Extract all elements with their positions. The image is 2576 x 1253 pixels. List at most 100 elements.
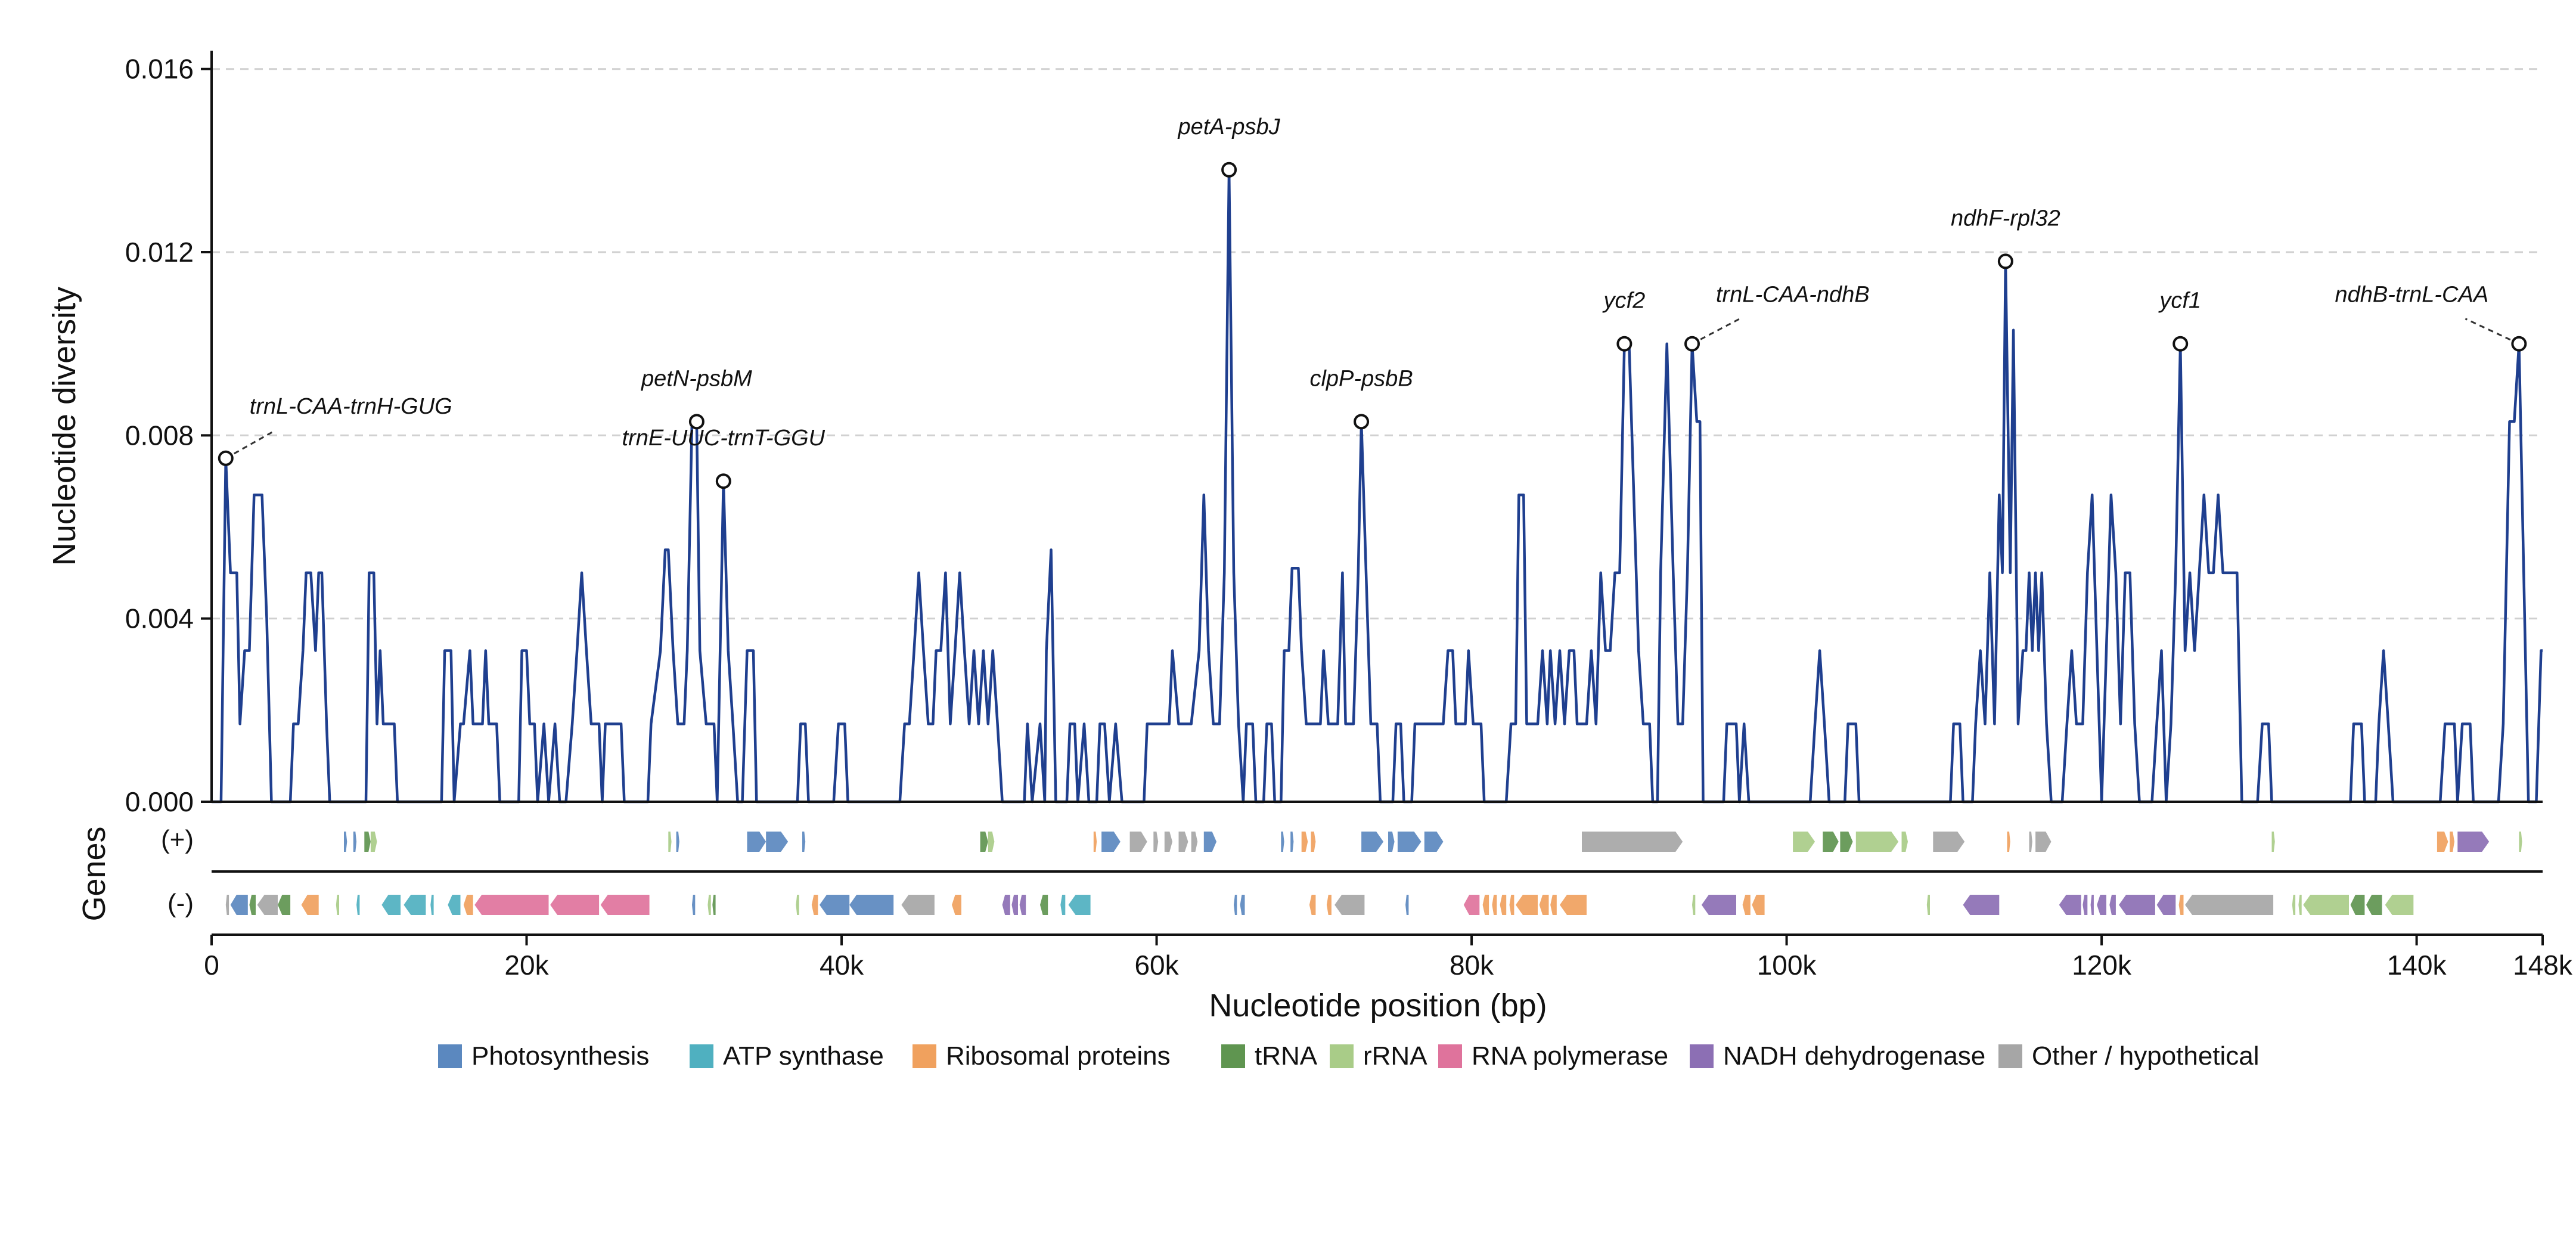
gene-block-minus — [430, 895, 434, 915]
gene-block-minus — [2366, 895, 2382, 915]
peak-marker — [218, 450, 234, 466]
gene-block-plus — [1093, 832, 1097, 852]
legend-swatch — [438, 1044, 462, 1068]
gene-block-plus — [1397, 832, 1422, 852]
gene-block-minus — [1002, 895, 1010, 915]
gene-block-plus — [1164, 832, 1172, 852]
peak-annotations: trnL-CAA-trnH-GUG petN-psbM trnE-UUC-trnT-… — [218, 114, 2527, 489]
gene-block-plus — [980, 832, 988, 852]
peak-label: ycf1 — [2158, 289, 2201, 314]
peak-marker — [1997, 253, 2013, 269]
legend-label: Ribosomal proteins — [946, 1041, 1171, 1071]
gene-block-plus — [1388, 832, 1395, 852]
gene-block-minus — [1405, 895, 1409, 915]
gene-block-minus — [1692, 895, 1696, 915]
gene-block-plus — [1203, 832, 1216, 852]
gene-block-plus — [2029, 832, 2032, 852]
gene-block-plus — [1191, 832, 1198, 852]
gene-block-minus — [2119, 895, 2155, 915]
gene-block-minus — [2292, 895, 2296, 915]
legend-swatch — [1998, 1044, 2022, 1068]
gene-block-minus — [707, 895, 711, 915]
gene-block-plus — [1855, 832, 1899, 852]
legend-swatch — [1438, 1044, 1462, 1068]
y-tick-label: 0.004 — [125, 603, 194, 634]
gene-block-minus — [1509, 895, 1514, 915]
gene-block-minus — [448, 895, 461, 915]
gene-block-plus — [370, 832, 377, 852]
gene-block-plus — [353, 832, 357, 852]
gene-block-minus — [600, 895, 650, 915]
legend-label: Other / hypothetical — [2032, 1041, 2260, 1071]
gene-block-plus — [2519, 832, 2522, 852]
legend-label: NADH dehydrogenase — [1723, 1041, 1985, 1071]
gene-block-minus — [1326, 895, 1332, 915]
legend-swatch — [1221, 1044, 1245, 1068]
x-axis-title: Nucleotide position (bp) — [1209, 988, 1547, 1024]
axis-ticks: 0.000 0.004 0.008 0.012 0.016 0 20k 40k 60k 80k 10… — [125, 54, 2573, 981]
gene-block-minus — [952, 895, 961, 915]
gene-block-plus — [1311, 832, 1316, 852]
gene-block-plus — [2007, 832, 2010, 852]
gene-block-minus — [712, 895, 716, 915]
x-tick-label: 0 — [204, 950, 219, 981]
peak-leader-line — [1692, 318, 1740, 345]
gene-block-minus — [692, 895, 696, 915]
axes — [210, 51, 2543, 936]
legend-swatch — [1690, 1044, 1714, 1068]
legend-label: Photosynthesis — [471, 1041, 649, 1071]
gene-block-plus — [1582, 832, 1683, 852]
peak-label: ndhF-rpl32 — [1951, 206, 2060, 231]
gene-block-plus — [1301, 832, 1308, 852]
peak-marker — [1616, 336, 1632, 352]
y-tick-label: 0.008 — [125, 420, 194, 451]
y-tick-label: 0.016 — [125, 54, 194, 85]
gene-block-minus — [1060, 895, 1066, 915]
strand-label-minus: (-) — [167, 889, 194, 918]
gene-block-plus — [1793, 832, 1815, 852]
gene-block-minus — [301, 895, 319, 915]
diversity-line — [212, 168, 2543, 804]
gene-block-minus — [230, 895, 248, 915]
gene-block-minus — [1560, 895, 1587, 915]
gene-block-minus — [1011, 895, 1018, 915]
y-tick-label: 0.000 — [125, 786, 194, 817]
x-tick-label: 120k — [2072, 950, 2132, 981]
gene-block-minus — [1550, 895, 1557, 915]
legend-label: ATP synthase — [723, 1041, 884, 1071]
gene-track-title: Genes — [76, 826, 112, 921]
gene-block-minus — [474, 895, 549, 915]
gene-block-plus — [1901, 832, 1908, 852]
x-tick-label: 140k — [2387, 950, 2447, 981]
gene-block-minus — [1309, 895, 1316, 915]
gene-block-minus — [2185, 895, 2274, 915]
x-tick-label: 100k — [1757, 950, 1817, 981]
legend-swatch — [1330, 1044, 1354, 1068]
peak-label: petN-psbM — [641, 366, 752, 391]
gene-block-plus — [802, 832, 806, 852]
gene-block-plus — [1840, 832, 1853, 852]
y-tick-label: 0.012 — [125, 237, 194, 268]
gene-block-plus — [2271, 832, 2275, 852]
gene-block-minus — [849, 895, 894, 915]
gene-block-minus — [257, 895, 278, 915]
gene-block-plus — [1178, 832, 1188, 852]
legend-swatch — [913, 1044, 936, 1068]
legend-label: tRNA — [1255, 1041, 1318, 1071]
x-tick-label: 40k — [820, 950, 864, 981]
grid-lines — [212, 68, 2543, 620]
x-tick-label: 80k — [1450, 950, 1494, 981]
gene-block-minus — [1516, 895, 1538, 915]
gene-block-minus — [356, 895, 360, 915]
gene-block-plus — [988, 832, 995, 852]
y-axis-title: Nucleotide diversity — [46, 287, 82, 566]
gene-block-minus — [2303, 895, 2349, 915]
gene-block-minus — [2385, 895, 2414, 915]
peak-label: petA-psbJ — [1178, 114, 1281, 139]
gene-block-plus — [344, 832, 347, 852]
gene-block-plus — [1101, 832, 1121, 852]
peak-label: clpP-psbB — [1309, 366, 1413, 391]
peak-leader-line — [2465, 318, 2519, 345]
x-tick-label: 20k — [504, 950, 549, 981]
